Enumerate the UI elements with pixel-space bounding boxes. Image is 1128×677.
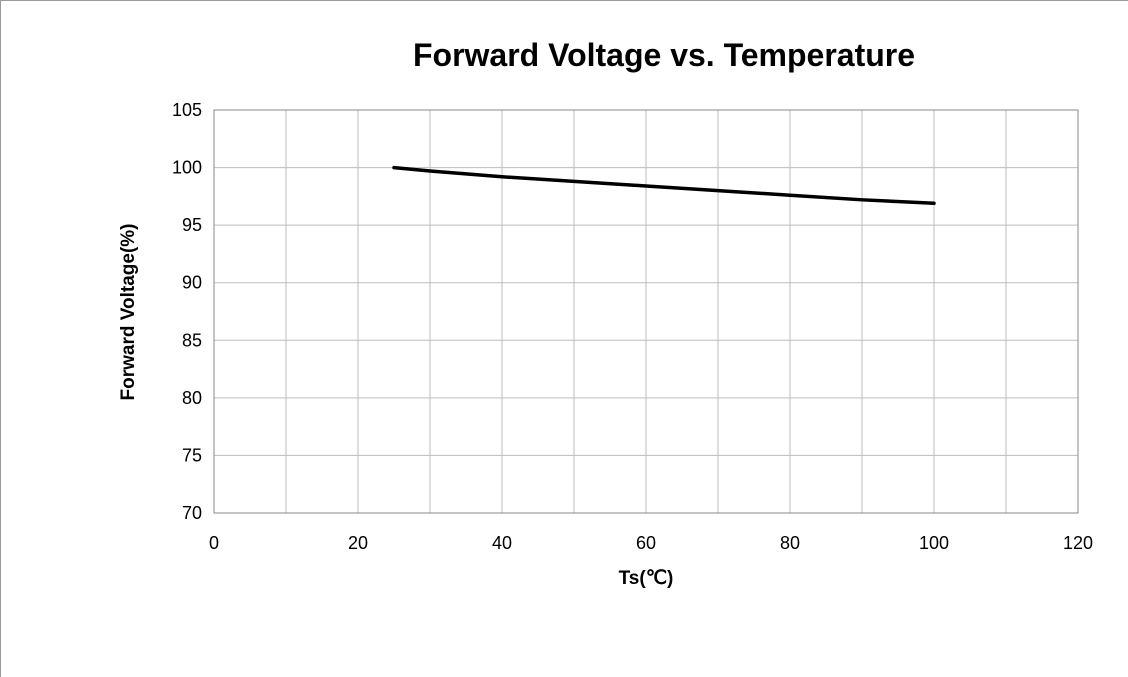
x-tick-label: 20 xyxy=(348,533,368,553)
x-tick-label: 100 xyxy=(919,533,949,553)
x-tick-label: 40 xyxy=(492,533,512,553)
y-tick-label: 100 xyxy=(172,158,202,178)
x-tick-label: 120 xyxy=(1063,533,1093,553)
x-tick-labels: 0 20 40 60 80 100 120 xyxy=(209,533,1093,553)
grid-lines xyxy=(213,109,1079,514)
y-tick-label: 90 xyxy=(182,273,202,293)
y-axis-label: Forward Voltage(%) xyxy=(118,224,139,401)
y-tick-label: 105 xyxy=(172,100,202,120)
x-tick-label: 60 xyxy=(636,533,656,553)
chart-title: Forward Voltage vs. Temperature xyxy=(413,37,915,73)
series-layer xyxy=(392,165,936,206)
x-axis-label: Ts(℃) xyxy=(619,568,674,589)
x-tick-label: 80 xyxy=(780,533,800,553)
y-tick-label: 70 xyxy=(182,503,202,523)
y-tick-labels: 70 75 80 85 90 95 100 105 xyxy=(172,100,202,523)
y-tick-label: 80 xyxy=(182,388,202,408)
x-tick-label: 0 xyxy=(209,533,219,553)
y-tick-label: 75 xyxy=(182,445,202,465)
y-tick-label: 85 xyxy=(182,330,202,350)
plot-area-border xyxy=(213,109,1079,514)
y-tick-label: 95 xyxy=(182,215,202,235)
series-line xyxy=(392,165,936,206)
